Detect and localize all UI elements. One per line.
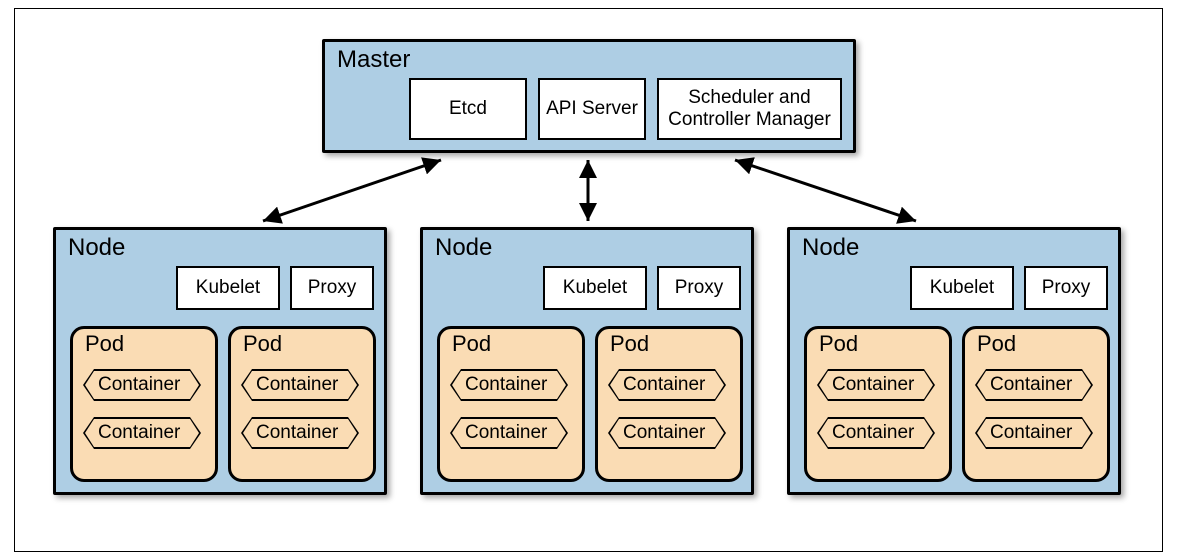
node-service-kubelet: Kubelet xyxy=(910,266,1014,310)
container-label: Container xyxy=(828,369,924,401)
pod-box: Pod Container Container xyxy=(437,326,585,482)
pod-box: Pod Container Container xyxy=(804,326,952,482)
pod-title: Pod xyxy=(243,331,282,357)
master-component-scheduler: Scheduler and Controller Manager xyxy=(657,78,842,140)
container-tag: Container xyxy=(608,369,726,401)
node-service-proxy: Proxy xyxy=(290,266,374,310)
pod-title: Pod xyxy=(85,331,124,357)
container-label: Container xyxy=(619,369,715,401)
container-tag: Container xyxy=(608,417,726,449)
container-label: Container xyxy=(828,417,924,449)
node-service-kubelet: Kubelet xyxy=(176,266,280,310)
container-label: Container xyxy=(461,369,557,401)
diagram-frame: Master EtcdAPI ServerScheduler and Contro… xyxy=(14,8,1163,552)
container-tag: Container xyxy=(817,369,935,401)
container-label: Container xyxy=(461,417,557,449)
pod-box: Pod Container Container xyxy=(228,326,376,482)
pod-title: Pod xyxy=(819,331,858,357)
container-label: Container xyxy=(94,369,190,401)
node-box-title: Node xyxy=(802,234,859,262)
container-tag: Container xyxy=(975,369,1093,401)
container-label: Container xyxy=(986,417,1082,449)
node-box: NodeKubeletProxyPodContainerContainerPod… xyxy=(420,227,754,495)
container-label: Container xyxy=(619,417,715,449)
pod-box: Pod Container Container xyxy=(595,326,743,482)
node-service-kubelet: Kubelet xyxy=(543,266,647,310)
container-tag: Container xyxy=(450,369,568,401)
node-box-title: Node xyxy=(68,234,125,262)
pod-title: Pod xyxy=(610,331,649,357)
edge xyxy=(263,160,441,221)
node-box: NodeKubeletProxyPodContainerContainerPod… xyxy=(53,227,387,495)
container-tag: Container xyxy=(241,369,359,401)
master-component-apiserver: API Server xyxy=(538,78,646,140)
node-service-proxy: Proxy xyxy=(657,266,741,310)
pod-box: Pod Container Container xyxy=(962,326,1110,482)
edge xyxy=(735,160,916,221)
master-box: Master EtcdAPI ServerScheduler and Contro… xyxy=(322,39,856,153)
node-service-proxy: Proxy xyxy=(1024,266,1108,310)
node-box-title: Node xyxy=(435,234,492,262)
container-tag: Container xyxy=(450,417,568,449)
master-box-title: Master xyxy=(337,46,410,74)
container-label: Container xyxy=(252,369,348,401)
container-label: Container xyxy=(252,417,348,449)
container-tag: Container xyxy=(83,417,201,449)
pod-box: Pod Container Container xyxy=(70,326,218,482)
container-tag: Container xyxy=(241,417,359,449)
container-tag: Container xyxy=(83,369,201,401)
pod-title: Pod xyxy=(452,331,491,357)
container-label: Container xyxy=(94,417,190,449)
pod-title: Pod xyxy=(977,331,1016,357)
page: Master EtcdAPI ServerScheduler and Contro… xyxy=(0,0,1177,560)
container-label: Container xyxy=(986,369,1082,401)
container-tag: Container xyxy=(817,417,935,449)
container-tag: Container xyxy=(975,417,1093,449)
master-component-etcd: Etcd xyxy=(409,78,527,140)
node-box: NodeKubeletProxyPodContainerContainerPod… xyxy=(787,227,1121,495)
